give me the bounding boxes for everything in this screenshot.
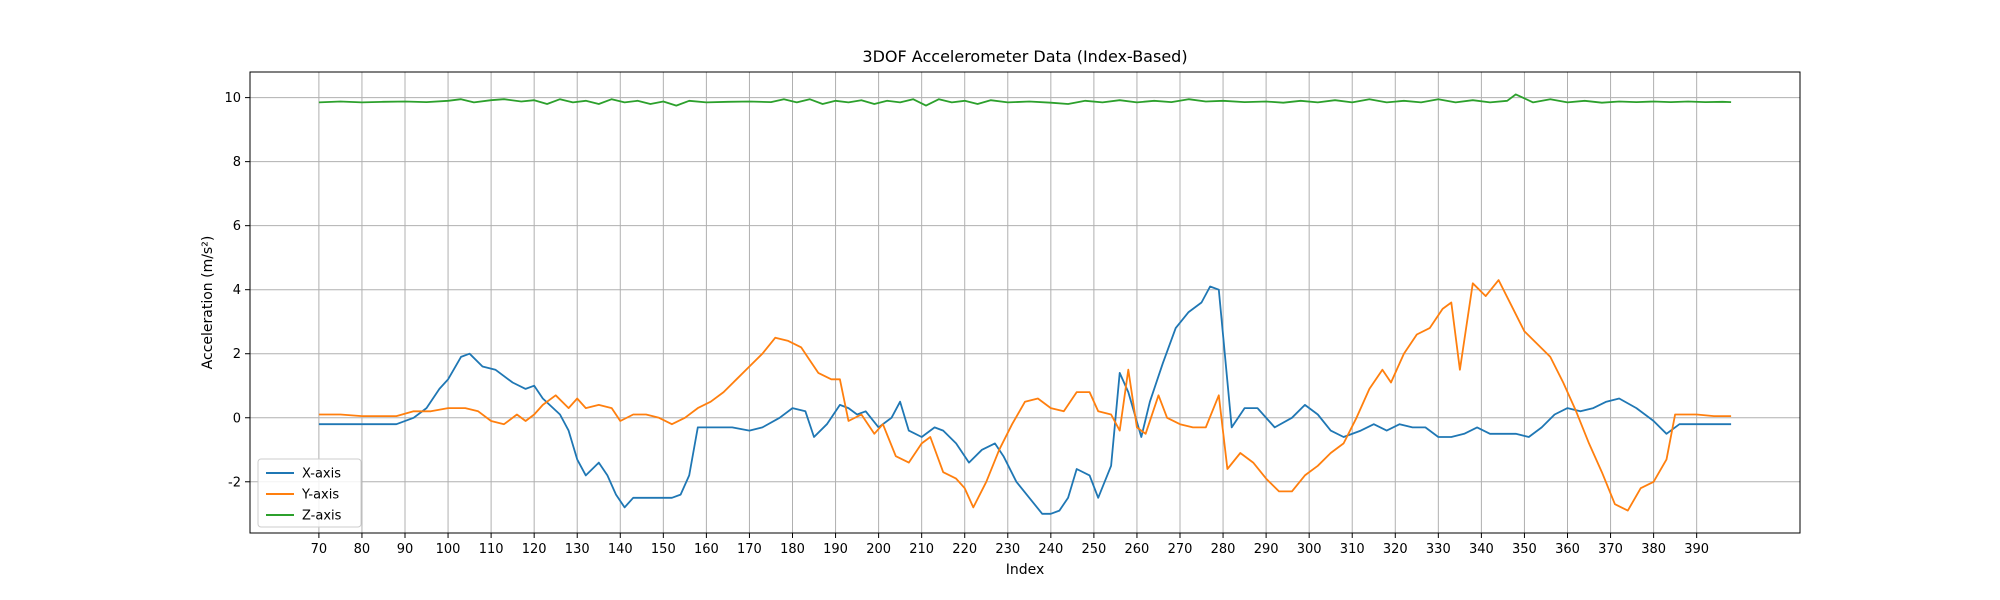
x-tick-label: 110 [479, 542, 504, 557]
x-tick-label: 230 [995, 542, 1020, 557]
legend-label: X-axis [302, 467, 341, 482]
x-tick-label: 310 [1340, 542, 1365, 557]
x-tick-label: 190 [823, 542, 848, 557]
plot-area-frame [249, 71, 1801, 534]
y-tick-label: 6 [233, 219, 241, 234]
x-tick-label: 90 [397, 542, 414, 557]
x-axis-label: Index [1006, 562, 1045, 578]
x-tick-label: 320 [1383, 542, 1408, 557]
series-line-y-axis [318, 279, 1732, 512]
y-axis-label: Acceleration (m/s²) [200, 236, 216, 370]
legend: X-axis Y-axis Z-axis [257, 458, 362, 528]
y-tick-label: -2 [228, 475, 241, 490]
chart-title: 3DOF Accelerometer Data (Index-Based) [862, 47, 1187, 66]
x-tick-label: 140 [608, 542, 633, 557]
legend-label: Y-axis [301, 488, 339, 503]
x-tick-label: 240 [1038, 542, 1063, 557]
x-tick-label: 210 [909, 542, 934, 557]
y-tick-label: 8 [233, 155, 241, 170]
series-line-x-axis [318, 285, 1732, 515]
legend-box [257, 458, 362, 528]
x-tick-label: 80 [354, 542, 371, 557]
x-tick-label: 170 [737, 542, 762, 557]
legend-label: Z-axis [302, 509, 342, 524]
x-tick-label: 330 [1426, 542, 1451, 557]
x-tick-label: 220 [952, 542, 977, 557]
y-tick-label: 2 [233, 347, 241, 362]
x-tick-label: 120 [522, 542, 547, 557]
x-tick-label: 70 [311, 542, 328, 557]
y-tick-label: 0 [233, 411, 241, 426]
x-tick-label: 370 [1598, 542, 1623, 557]
x-tick-label: 130 [565, 542, 590, 557]
grid [250, 72, 1800, 533]
x-tick-label: 360 [1555, 542, 1580, 557]
x-tick-label: 250 [1081, 542, 1106, 557]
x-tick-label: 100 [436, 542, 461, 557]
x-tick-label: 350 [1512, 542, 1537, 557]
x-tick-label: 180 [780, 542, 805, 557]
x-tick-label: 150 [651, 542, 676, 557]
axis-ticks: 70 80 90 100 110 120 130 140 150 160 170 180 190 200 2… [224, 91, 1709, 557]
x-tick-label: 390 [1684, 542, 1709, 557]
y-tick-label: 10 [224, 91, 241, 106]
x-tick-label: 260 [1125, 542, 1150, 557]
x-tick-label: 160 [694, 542, 719, 557]
x-tick-label: 340 [1469, 542, 1494, 557]
series-lines [318, 93, 1732, 515]
x-tick-label: 270 [1168, 542, 1193, 557]
y-tick-label: 4 [233, 283, 241, 298]
x-tick-label: 280 [1211, 542, 1236, 557]
x-tick-label: 380 [1641, 542, 1666, 557]
x-tick-label: 300 [1297, 542, 1322, 557]
x-tick-label: 290 [1254, 542, 1279, 557]
series-line-z-axis [318, 93, 1732, 107]
x-tick-label: 200 [866, 542, 891, 557]
